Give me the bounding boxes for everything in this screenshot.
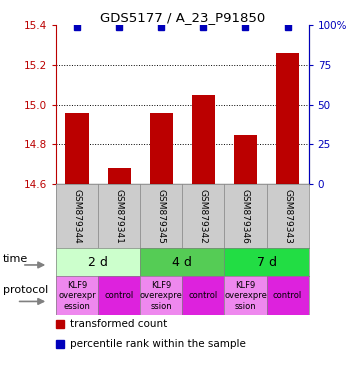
- Text: control: control: [104, 291, 134, 300]
- Bar: [192, 95, 215, 184]
- Text: 4 d: 4 d: [172, 256, 192, 268]
- Text: control: control: [273, 291, 302, 300]
- Bar: [150, 113, 173, 184]
- Text: KLF9
overexpre
ssion: KLF9 overexpre ssion: [140, 281, 183, 311]
- Text: percentile rank within the sample: percentile rank within the sample: [70, 339, 246, 349]
- Text: GSM879344: GSM879344: [73, 189, 82, 243]
- Title: GDS5177 / A_23_P91850: GDS5177 / A_23_P91850: [100, 11, 265, 24]
- Text: GSM879346: GSM879346: [241, 189, 250, 243]
- Bar: [234, 134, 257, 184]
- Text: GSM879343: GSM879343: [283, 189, 292, 243]
- Text: 2 d: 2 d: [88, 256, 108, 268]
- Text: protocol: protocol: [3, 285, 48, 295]
- Bar: [108, 168, 131, 184]
- Text: control: control: [189, 291, 218, 300]
- Text: 7 d: 7 d: [257, 256, 277, 268]
- Text: GSM879341: GSM879341: [115, 189, 123, 243]
- Text: KLF9
overexpr
ession: KLF9 overexpr ession: [58, 281, 96, 311]
- Text: transformed count: transformed count: [70, 319, 168, 329]
- Bar: [276, 53, 299, 184]
- Text: KLF9
overexpre
ssion: KLF9 overexpre ssion: [224, 281, 267, 311]
- Text: GSM879345: GSM879345: [157, 189, 166, 243]
- Text: time: time: [3, 254, 28, 264]
- Bar: [65, 113, 88, 184]
- Text: GSM879342: GSM879342: [199, 189, 208, 243]
